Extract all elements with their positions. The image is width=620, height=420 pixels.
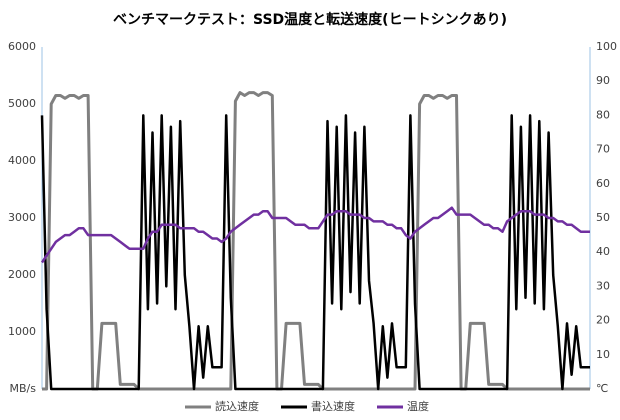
series-line xyxy=(42,91,590,391)
series-line xyxy=(40,114,590,391)
chart-title: ベンチマークテスト：SSD温度と転送速度(ヒートシンクあり) xyxy=(113,11,507,28)
series-line xyxy=(40,206,590,264)
y2-tick-label: 20 xyxy=(596,314,610,327)
y-tick-label: 4000 xyxy=(8,154,36,167)
y2-tick-label: 80 xyxy=(596,108,610,121)
y-tick-label: 2000 xyxy=(8,268,36,281)
legend-label: 読込速度 xyxy=(215,399,259,413)
y-tick-label: 1000 xyxy=(8,325,36,338)
legend-label: 温度 xyxy=(407,399,429,413)
y2-tick-label: 60 xyxy=(596,177,610,190)
y2-tick-label: 40 xyxy=(596,245,610,258)
y2-tick-label: 90 xyxy=(596,74,610,87)
y-tick-label: 5000 xyxy=(8,97,36,110)
y2-tick-label: ℃ xyxy=(596,382,608,395)
y2-tick-label: 10 xyxy=(596,348,610,361)
y2-tick-label: 50 xyxy=(596,211,610,224)
y-tick-label: 6000 xyxy=(8,40,36,53)
legend-label: 書込速度 xyxy=(311,399,355,413)
y2-tick-label: 70 xyxy=(596,143,610,156)
y2-tick-label: 30 xyxy=(596,279,610,292)
y-tick-label: 3000 xyxy=(8,211,36,224)
y-tick-label: MB/s xyxy=(10,382,37,395)
y2-tick-label: 100 xyxy=(596,40,617,53)
